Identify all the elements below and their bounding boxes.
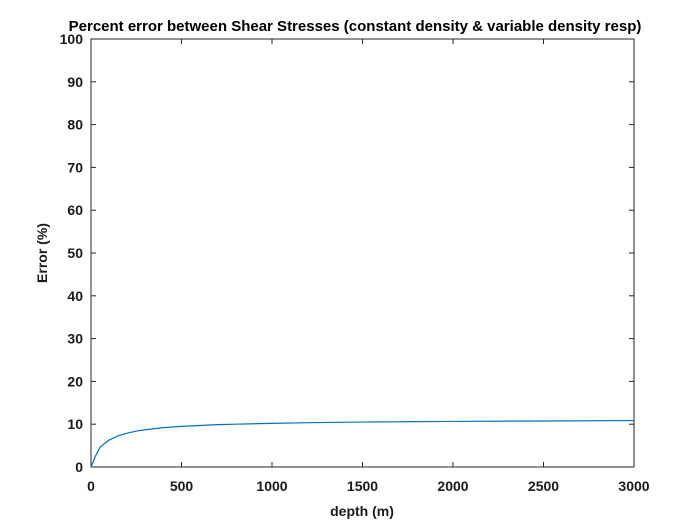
y-tick-label: 50 (67, 245, 83, 261)
series-line (90, 419, 635, 468)
x-tick-label: 3000 (618, 478, 649, 494)
x-axis-label: depth (m) (330, 503, 394, 519)
y-tick-label: 20 (67, 373, 83, 389)
series-group (90, 419, 635, 468)
y-tick-label: 90 (67, 74, 83, 90)
x-tick-label: 1000 (256, 478, 287, 494)
chart-title: Percent error between Shear Stresses (co… (69, 18, 642, 35)
y-axis-label: Error (%) (34, 223, 50, 283)
y-tick-label: 30 (67, 331, 83, 347)
x-tick-label: 500 (170, 478, 194, 494)
x-tick-label: 2500 (528, 478, 559, 494)
ticks-group: 0 500 1000 1500 2000 2500 3000 0 10 20 30 40 50 60 70 8… (60, 31, 650, 494)
x-tick-label: 0 (87, 478, 95, 494)
axes-box (90, 38, 635, 468)
x-tick-label: 1500 (347, 478, 378, 494)
y-tick-label: 10 (67, 416, 83, 432)
y-tick-label: 80 (67, 117, 83, 133)
x-tick-label: 2000 (437, 478, 468, 494)
y-tick-label: 60 (67, 202, 83, 218)
y-tick-label: 70 (67, 159, 83, 175)
y-tick-label: 40 (67, 288, 83, 304)
y-tick-label: 0 (75, 459, 83, 475)
y-tick-label: 100 (60, 31, 84, 47)
